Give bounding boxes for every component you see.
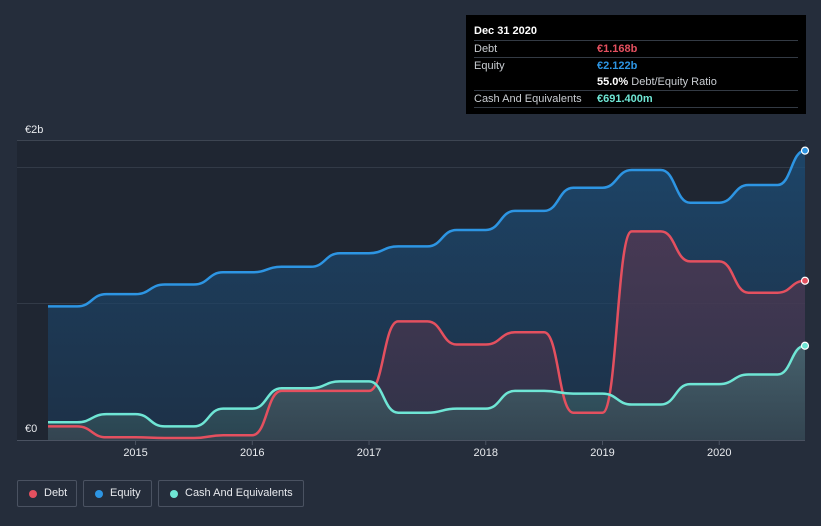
x-tick-label-2018: 2018	[474, 447, 498, 459]
debt-line	[48, 230, 807, 440]
legend-cash-dot-icon	[170, 490, 178, 498]
tooltip-debt-label: Debt	[474, 43, 498, 55]
cash-end-marker[interactable]	[800, 341, 810, 350]
tooltip-cash-row: Cash And Equivalents €691.400m	[474, 91, 798, 108]
legend-equity-toggle[interactable]: Equity	[83, 480, 152, 507]
x-tick-label-2015: 2015	[123, 447, 147, 459]
x-tick-label-2017: 2017	[357, 447, 381, 459]
tooltip-ratio-row: 55.0% Debt/Equity Ratio	[474, 74, 798, 91]
tooltip-ratio: 55.0% Debt/Equity Ratio	[597, 74, 717, 90]
y-tick-label-top: €2b	[25, 124, 43, 136]
tooltip-date: Dec 31 2020	[474, 23, 798, 41]
tooltip-equity-label: Equity	[474, 60, 505, 72]
legend-equity-label: Equity	[110, 487, 141, 499]
debt-end-marker[interactable]	[800, 276, 810, 285]
legend-cash-toggle[interactable]: Cash And Equivalents	[158, 480, 304, 507]
tooltip-debt-row: Debt €1.168b	[474, 41, 798, 58]
legend-equity-dot-icon	[95, 490, 103, 498]
legend-debt-dot-icon	[29, 490, 37, 498]
data-tooltip: Dec 31 2020 Debt €1.168b Equity €2.122b …	[466, 15, 806, 114]
debt-area	[48, 231, 805, 440]
tooltip-cash-value: €691.400m	[597, 93, 653, 105]
equity-end-marker[interactable]	[800, 146, 810, 155]
tooltip-equity-value: €2.122b	[597, 60, 638, 72]
x-tick-label-2016: 2016	[240, 447, 264, 459]
tooltip-equity-row: Equity €2.122b	[474, 58, 798, 74]
cash-area	[48, 345, 805, 440]
equity-line	[47, 149, 807, 308]
tooltip-cash-label: Cash And Equivalents	[474, 93, 582, 105]
legend-debt-toggle[interactable]: Debt	[17, 480, 77, 507]
legend-debt-label: Debt	[44, 487, 68, 499]
tooltip-ratio-value: 55.0%	[597, 76, 629, 88]
tooltip-ratio-label: Debt/Equity Ratio	[631, 76, 717, 88]
x-tick-label-2019: 2019	[590, 447, 614, 459]
cash-line	[48, 344, 807, 428]
tooltip-debt-value: €1.168b	[597, 43, 638, 55]
x-tick-label-2020: 2020	[707, 447, 731, 459]
legend-cash-label: Cash And Equivalents	[185, 487, 293, 499]
y-tick-label-zero: €0	[25, 423, 37, 435]
